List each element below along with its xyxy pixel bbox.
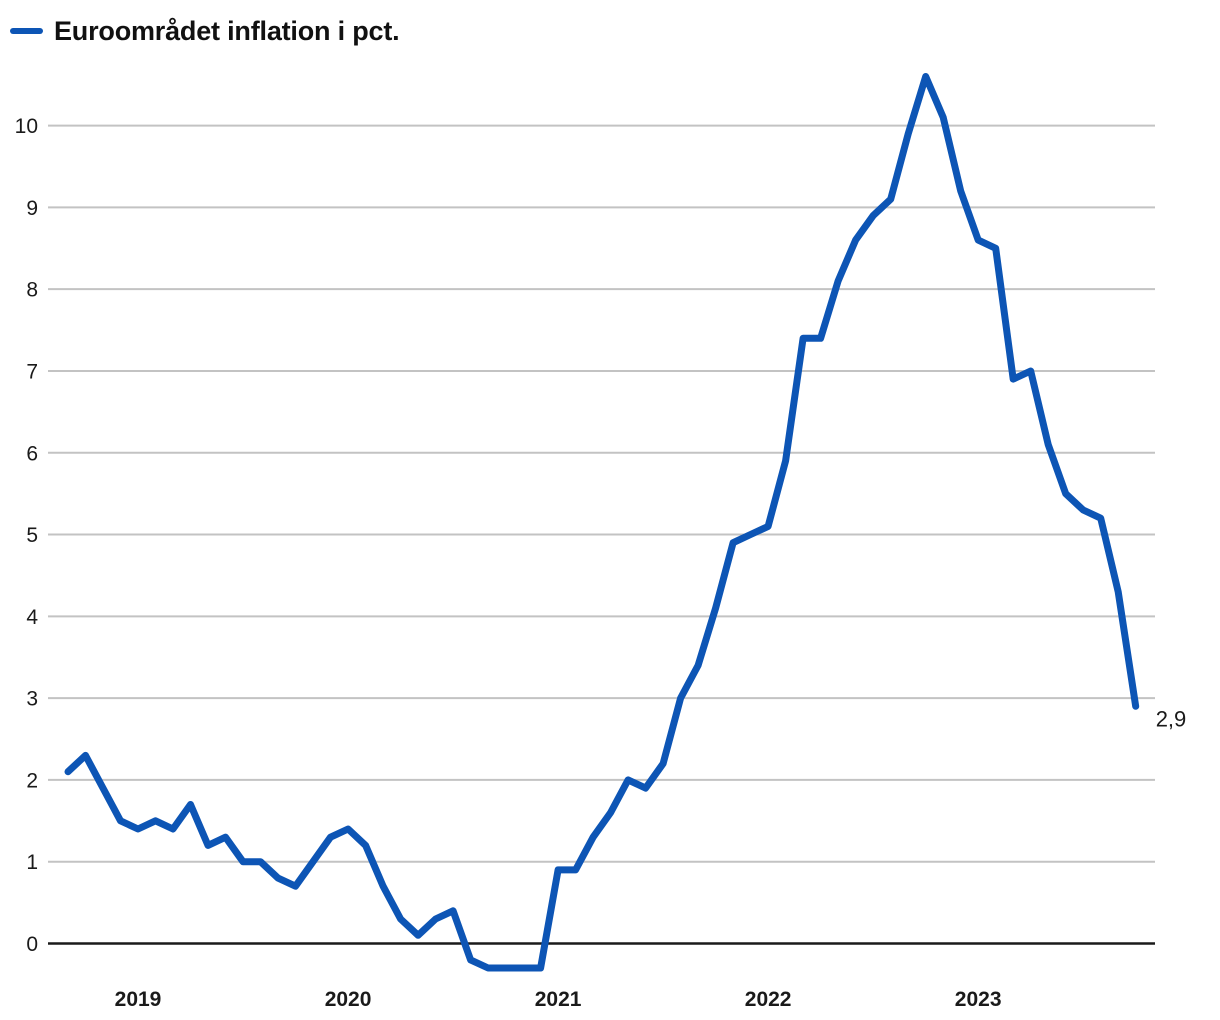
y-axis-tick-label: 0	[26, 933, 38, 956]
legend-line-swatch	[10, 28, 43, 34]
x-axis-year-label: 2022	[745, 988, 792, 1011]
y-axis-tick-label: 2	[26, 769, 38, 792]
y-axis-tick-label: 4	[26, 606, 38, 629]
x-axis-year-label: 2019	[115, 988, 162, 1011]
y-axis-tick-label: 10	[15, 115, 38, 138]
y-axis-tick-label: 7	[26, 360, 38, 383]
y-axis-tick-label: 5	[26, 524, 38, 547]
y-axis-tick-label: 8	[26, 279, 38, 302]
y-axis-tick-label: 3	[26, 688, 38, 711]
y-axis-tick-label: 1	[26, 851, 38, 874]
y-axis-tick-label: 6	[26, 442, 38, 465]
legend: Euroområdet inflation i pct.	[10, 14, 400, 48]
x-axis-year-label: 2020	[325, 988, 372, 1011]
y-axis-tick-label: 9	[26, 197, 38, 220]
chart-title: Euroområdet inflation i pct.	[54, 15, 400, 46]
x-axis-year-label: 2021	[535, 988, 582, 1011]
x-axis-year-label: 2023	[955, 988, 1002, 1011]
inflation-line-series	[64, 73, 1140, 972]
last-value-label: 2,9	[1156, 706, 1187, 731]
